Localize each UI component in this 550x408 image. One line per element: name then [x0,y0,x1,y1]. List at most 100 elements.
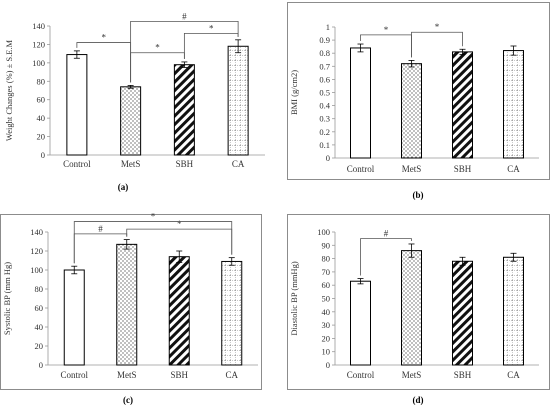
significance-mark: * [151,212,156,222]
y-tick-label: 0.3 [319,114,330,124]
chart-frame-c [0,214,262,390]
bar-control [63,269,85,366]
y-axis-label: Diastolic BP (mmHg) [289,261,299,335]
y-tick-label: 140 [30,227,43,237]
x-tick-label: MetS [402,370,422,380]
y-tick-label: 0.1 [319,140,330,150]
y-tick-label: 0 [41,150,45,160]
y-tick-label: 0.7 [319,61,330,71]
x-tick-label: MetS [402,164,422,174]
significance-bracket [360,238,412,276]
y-tick-label: 0.5 [319,88,330,98]
x-tick-label: Control [60,370,88,380]
y-tick-label: 20 [37,132,46,142]
caption-c: (c) [123,395,133,405]
y-tick-label: 80 [35,284,44,294]
bar-ca [503,50,524,159]
x-tick-label: Control [63,159,91,169]
y-tick-label: 120 [32,39,45,49]
x-tick-label: Control [347,370,375,380]
significance-mark: # [98,224,103,234]
bar-mets [401,63,422,159]
significance-mark: * [177,219,182,229]
y-tick-label: 100 [317,227,330,237]
significance-bracket [130,20,239,83]
y-tick-label: 70 [322,267,331,277]
x-tick-label: CA [232,159,245,169]
y-tick-label: 0 [39,360,43,370]
y-tick-label: 0 [326,153,330,163]
y-tick-label: 10 [322,347,331,357]
bar-mets [120,86,142,156]
bar-ca [227,45,249,156]
bar-sbh [452,260,473,366]
y-tick-label: 0.9 [319,35,330,45]
y-tick-label: 0.8 [319,48,330,58]
x-tick-label: CA [507,164,520,174]
bar-sbh [168,256,190,366]
significance-bracket [73,221,233,264]
y-tick-label: 50 [322,294,331,304]
x-tick-label: MetS [117,370,137,380]
y-tick-label: 140 [32,21,45,31]
x-tick-label: SBH [176,159,194,169]
significance-mark: # [182,11,187,21]
y-tick-label: 20 [322,333,331,343]
y-tick-label: 80 [37,76,46,86]
y-axis-label: BMI (g/cm2) [289,70,299,115]
x-tick-label: CA [507,370,520,380]
significance-mark: * [155,43,160,53]
x-tick-label: SBH [170,370,188,380]
significance-mark: * [102,33,107,43]
chart-c-svg: 0 20 40 60 80 100 120 140 Systolic BP (mm Hg) Con… [2,212,258,380]
y-axis-label: Weight Changes (%) ± S.E.M [4,39,14,141]
y-tick-label: 60 [322,280,331,290]
y-tick-label: 120 [30,246,43,256]
y-tick-label: 80 [322,254,331,264]
y-tick-label: 1 [326,22,330,32]
y-tick-label: 40 [37,113,46,123]
bar-control [350,280,371,366]
y-tick-label: 60 [37,95,46,105]
caption-d: (d) [412,395,424,405]
significance-mark: * [209,23,214,33]
significance-bracket [411,31,463,58]
x-tick-label: Control [347,164,375,174]
caption-a: (a) [117,182,129,192]
x-tick-label: SBH [454,164,472,174]
chart-a-svg: 0 20 40 60 80 100 120 140 Weight Changes (%) ± S… [4,11,265,169]
chart-panel-a: 0 20 40 60 80 100 120 140 Weight Changes (%) ± S… [0,0,275,205]
x-tick-label: MetS [121,159,141,169]
bar-mets [116,243,138,366]
y-tick-label: 40 [35,322,44,332]
bar-ca [221,260,243,366]
bar-ca [503,256,524,366]
y-tick-label: 60 [35,303,44,313]
bar-control [66,54,88,156]
significance-mark: * [435,22,440,32]
y-tick-label: 0 [326,360,330,370]
y-tick-label: 100 [32,58,45,68]
x-tick-label: SBH [454,370,472,380]
y-tick-label: 0.2 [319,127,330,137]
y-tick-label: 90 [322,240,331,250]
y-tick-label: 0.6 [319,74,330,84]
bar-sbh [173,64,195,156]
significance-mark: # [384,229,389,239]
chart-panel-b: 0 0.1 0.2 0.3 0.4 0.5 0.6 0.7 0.8 0.9 1 BMI (g/cm2)… [287,0,550,205]
bar-control [350,47,371,159]
chart-d-svg: 0 10 20 30 40 50 60 70 80 90 100 Diastolic BP (mmHg… [289,227,539,380]
y-tick-label: 40 [322,307,331,317]
x-tick-label: CA [225,370,238,380]
y-tick-label: 0.4 [319,101,330,111]
bar-sbh [452,51,473,159]
chart-panel-d: 0 10 20 30 40 50 60 70 80 90 100 Diastolic BP (mmHg… [287,210,550,408]
chart-b-svg: 0 0.1 0.2 0.3 0.4 0.5 0.6 0.7 0.8 0.9 1 BMI (g/cm2)… [289,22,539,174]
chart-panel-c: 0 20 40 60 80 100 120 140 Systolic BP (mm Hg) Con… [0,210,275,408]
caption-b: (b) [412,190,424,200]
y-tick-label: 20 [35,341,44,351]
y-tick-label: 30 [322,320,331,330]
bar-mets [401,250,422,366]
y-axis-label: Systolic BP (mm Hg) [2,262,12,335]
significance-mark: * [384,25,389,35]
